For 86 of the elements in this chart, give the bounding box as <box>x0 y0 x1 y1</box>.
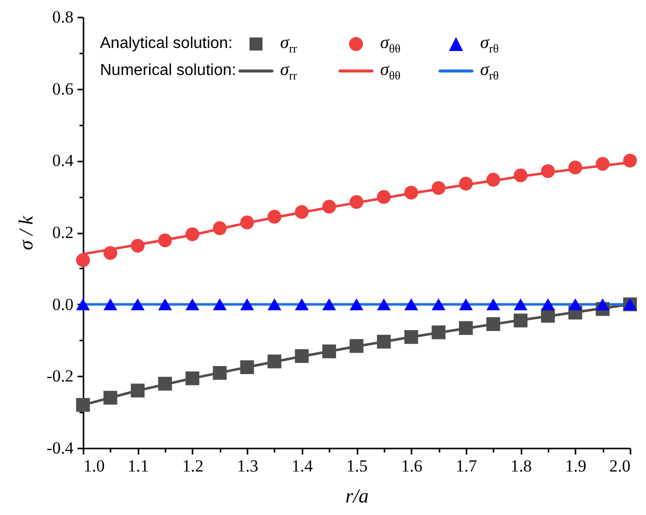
x-tick-label: 1.6 <box>401 456 422 476</box>
point <box>186 298 200 310</box>
legend-label: σ$_{θθ}$ <box>379 58 402 84</box>
x-axis-title: r/a <box>345 486 369 508</box>
annotation: Numerical solution: <box>100 62 236 80</box>
point <box>322 200 336 214</box>
point <box>432 298 446 310</box>
point <box>432 325 446 340</box>
point <box>322 344 336 358</box>
point <box>596 157 610 171</box>
point <box>76 298 90 310</box>
legend-label: σ$_{rθ}$ <box>479 58 500 84</box>
point <box>76 398 90 412</box>
point <box>76 253 90 268</box>
point <box>350 195 364 209</box>
point <box>212 298 227 310</box>
point <box>130 238 145 253</box>
x-tick-label: 1.1 <box>128 456 149 476</box>
point <box>212 221 227 236</box>
point <box>103 390 118 405</box>
point <box>103 246 118 260</box>
point <box>240 298 254 310</box>
legend-label: σ$_{θθ}$ <box>379 32 402 57</box>
legend-label: σ$_{rr}$ <box>279 32 298 57</box>
y-tick-label: 0.2 <box>52 223 74 242</box>
x-tick-label: 1.9 <box>565 456 586 476</box>
point <box>268 298 282 310</box>
point <box>212 366 227 380</box>
y-tick-label: 0.4 <box>52 151 74 170</box>
point <box>294 349 309 363</box>
point <box>459 298 473 310</box>
point <box>186 227 200 242</box>
point <box>486 298 500 310</box>
x-tick-label: 2.0 <box>609 456 630 476</box>
point <box>186 371 200 386</box>
point <box>514 298 528 310</box>
y-tick-label: -0.4 <box>46 438 74 458</box>
x-tick-label: 1.4 <box>292 456 314 476</box>
point <box>514 168 528 182</box>
point <box>103 298 118 310</box>
point <box>459 321 473 335</box>
point <box>404 186 418 200</box>
point <box>541 298 555 310</box>
point <box>568 298 582 310</box>
point <box>268 354 282 368</box>
point <box>322 298 336 310</box>
point <box>376 190 391 204</box>
point <box>568 160 582 174</box>
point <box>432 181 446 195</box>
point <box>158 376 172 391</box>
point <box>240 360 254 374</box>
x-tick-label: 1.8 <box>510 456 532 476</box>
point <box>486 172 500 187</box>
y-axis-title: σ / k <box>16 214 38 250</box>
annotation: Analytical solution: <box>100 35 234 54</box>
point <box>294 298 309 310</box>
x-tick-label: 1.0 <box>84 456 105 476</box>
point <box>623 154 637 168</box>
y-tick-label: 0.8 <box>52 8 74 26</box>
point <box>596 298 610 310</box>
x-tick-label: 1.2 <box>182 456 204 476</box>
point <box>404 298 418 310</box>
point <box>268 210 282 224</box>
point <box>350 339 364 353</box>
point <box>240 216 254 230</box>
point <box>350 298 364 310</box>
point <box>130 384 145 398</box>
legend-label: σ$_{rθ}$ <box>479 32 500 57</box>
point <box>486 317 500 331</box>
point <box>404 330 418 344</box>
point <box>541 164 555 178</box>
legend-label: σ$_{rr}$ <box>279 58 298 84</box>
point <box>459 176 473 191</box>
point <box>294 205 309 219</box>
y-tick-label: 0.6 <box>52 79 74 98</box>
point <box>376 334 391 349</box>
x-tick-label: 1.3 <box>236 456 258 476</box>
point <box>158 298 172 310</box>
y-tick-label: 0.0 <box>52 294 74 314</box>
point <box>130 298 145 310</box>
point <box>376 298 391 310</box>
point <box>514 314 528 328</box>
x-tick-label: 1.7 <box>456 456 478 476</box>
x-tick-label: 1.5 <box>346 456 368 476</box>
point <box>158 234 172 248</box>
y-tick-label: -0.2 <box>46 366 74 386</box>
